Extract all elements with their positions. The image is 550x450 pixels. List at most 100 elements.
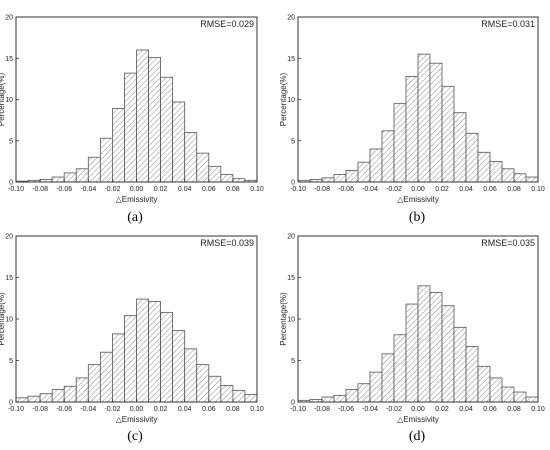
histogram-bar-b-8 [393,103,407,183]
rmse-annotation-d: RMSE=0.035 [481,238,535,248]
x-axis-label-a: △Emissivity [116,195,158,204]
x-tick-label-c-8: 0.06 [202,406,216,413]
histogram-bar-c-0 [15,397,29,403]
panel-caption-a: (a) [127,210,143,225]
x-tick-label-c-3: -0.04 [80,406,96,413]
y-tick-label-b-0: 0 [291,180,295,187]
histogram-bar-c-2 [39,393,53,403]
x-tick-label-c-1: -0.08 [32,406,48,413]
histogram-bar-c-14 [184,348,198,403]
y-tick-label-d-3: 15 [287,275,295,282]
x-tick-label-b-1: -0.08 [314,186,330,193]
histogram-bar-c-1 [27,395,41,403]
x-tick-label-c-2: -0.06 [56,406,72,413]
histogram-bar-b-19 [525,176,539,183]
histogram-bar-b-9 [405,76,419,183]
histogram-bar-c-11 [148,301,162,403]
histogram-bar-b-12 [441,85,455,183]
x-tick-label-b-4: -0.02 [386,186,402,193]
histogram-bar-b-7 [381,130,395,183]
x-tick-label-d-1: -0.08 [314,406,330,413]
histogram-bar-d-17 [501,386,515,403]
histogram-bar-d-12 [441,305,455,403]
panel-caption-b: (b) [409,210,426,225]
histogram-panel-c: -0.10 -0.08 -0.06 -0.04 -0.02 0.00 0.02 0.04 0.0… [0,234,264,425]
histogram-bar-d-11 [429,292,443,403]
histogram-bar-d-8 [393,334,407,403]
histogram-bar-d-16 [489,377,503,403]
x-tick-label-c-10: 0.10 [250,406,264,413]
histogram-bar-c-3 [51,389,65,403]
y-axis-label-a: Percentage(%) [0,72,6,126]
x-axis-label-d: △Emissivity [397,415,439,424]
histogram-bar-b-16 [489,160,503,183]
histogram-bar-d-10 [417,285,431,403]
x-tick-label-d-7: 0.04 [459,406,473,413]
x-tick-label-c-5: 0.00 [130,406,144,413]
histogram-panel-d: -0.10 -0.08 -0.06 -0.04 -0.02 0.00 0.02 0.04 0.0… [279,234,545,425]
y-tick-label-c-3: 15 [5,275,13,282]
x-tick-label-b-6: 0.02 [435,186,449,193]
y-tick-label-c-0: 0 [9,400,13,407]
histogram-bar-b-17 [501,168,515,183]
y-tick-label-a-4: 20 [5,15,13,22]
histogram-bar-c-7 [99,351,113,403]
y-tick-label-c-1: 5 [9,358,13,365]
y-tick-label-d-1: 5 [291,358,295,365]
histogram-bar-a-13 [172,101,186,183]
x-tick-label-a-6: 0.02 [154,186,168,193]
histogram-bar-b-6 [369,148,383,183]
histogram-bar-d-6 [369,371,383,403]
x-tick-label-d-8: 0.06 [483,406,497,413]
histogram-bar-c-9 [124,315,137,403]
y-tick-label-b-4: 20 [287,15,295,22]
rmse-annotation-b: RMSE=0.031 [481,19,535,29]
x-tick-label-a-9: 0.08 [226,186,240,193]
x-tick-label-b-0: -0.10 [290,186,306,193]
x-tick-label-b-8: 0.06 [483,186,497,193]
histogram-bar-d-18 [513,391,527,403]
histogram-bar-d-15 [477,365,491,403]
y-tick-label-b-1: 5 [291,138,295,145]
histogram-bar-d-9 [405,303,419,403]
x-tick-label-a-1: -0.08 [32,186,48,193]
histogram-panel-b: -0.10 -0.08 -0.06 -0.04 -0.02 0.00 0.02 0.04 0.0… [279,15,545,205]
x-tick-label-a-3: -0.04 [80,186,96,193]
x-axis-label-b: △Emissivity [397,195,439,204]
y-tick-label-d-4: 20 [287,234,295,241]
histogram-bar-c-8 [112,333,125,403]
histogram-bar-a-15 [196,152,210,183]
histogram-bar-b-4 [345,170,359,183]
histogram-bar-d-3 [333,394,347,403]
histogram-bar-a-16 [208,165,222,183]
histogram-bar-a-11 [148,57,162,183]
histogram-bar-b-10 [417,53,431,183]
x-tick-label-a-7: 0.04 [178,186,192,193]
histogram-bar-c-6 [87,364,101,403]
histogram-bar-d-5 [357,383,371,403]
histogram-panel-a: -0.10 -0.08 -0.06 -0.04 -0.02 0.00 0.02 0.04 0.0… [0,15,264,205]
histogram-bar-b-14 [465,132,479,183]
x-tick-label-c-0: -0.10 [8,406,24,413]
histogram-bar-a-12 [160,76,174,183]
x-tick-label-b-10: 0.10 [531,186,545,193]
histogram-bar-c-16 [208,375,222,403]
histogram-bar-c-13 [172,330,186,403]
y-tick-label-a-3: 15 [5,56,13,63]
histogram-bar-a-9 [124,72,137,183]
histogram-bar-a-6 [87,156,101,183]
histogram-bar-c-12 [160,311,174,403]
y-tick-label-d-0: 0 [291,400,295,407]
x-tick-label-a-4: -0.02 [104,186,120,193]
histogram-bar-d-19 [525,396,539,403]
y-tick-label-b-2: 10 [287,97,295,104]
histogram-bar-c-15 [196,364,210,403]
y-tick-label-d-2: 10 [287,317,295,324]
histogram-bar-b-15 [477,151,491,183]
x-tick-label-b-7: 0.04 [459,186,473,193]
y-axis-label-c: Percentage(%) [0,292,6,346]
y-tick-label-a-2: 10 [5,97,13,104]
histogram-bar-b-2 [321,177,335,183]
histogram-bar-a-5 [75,168,89,183]
